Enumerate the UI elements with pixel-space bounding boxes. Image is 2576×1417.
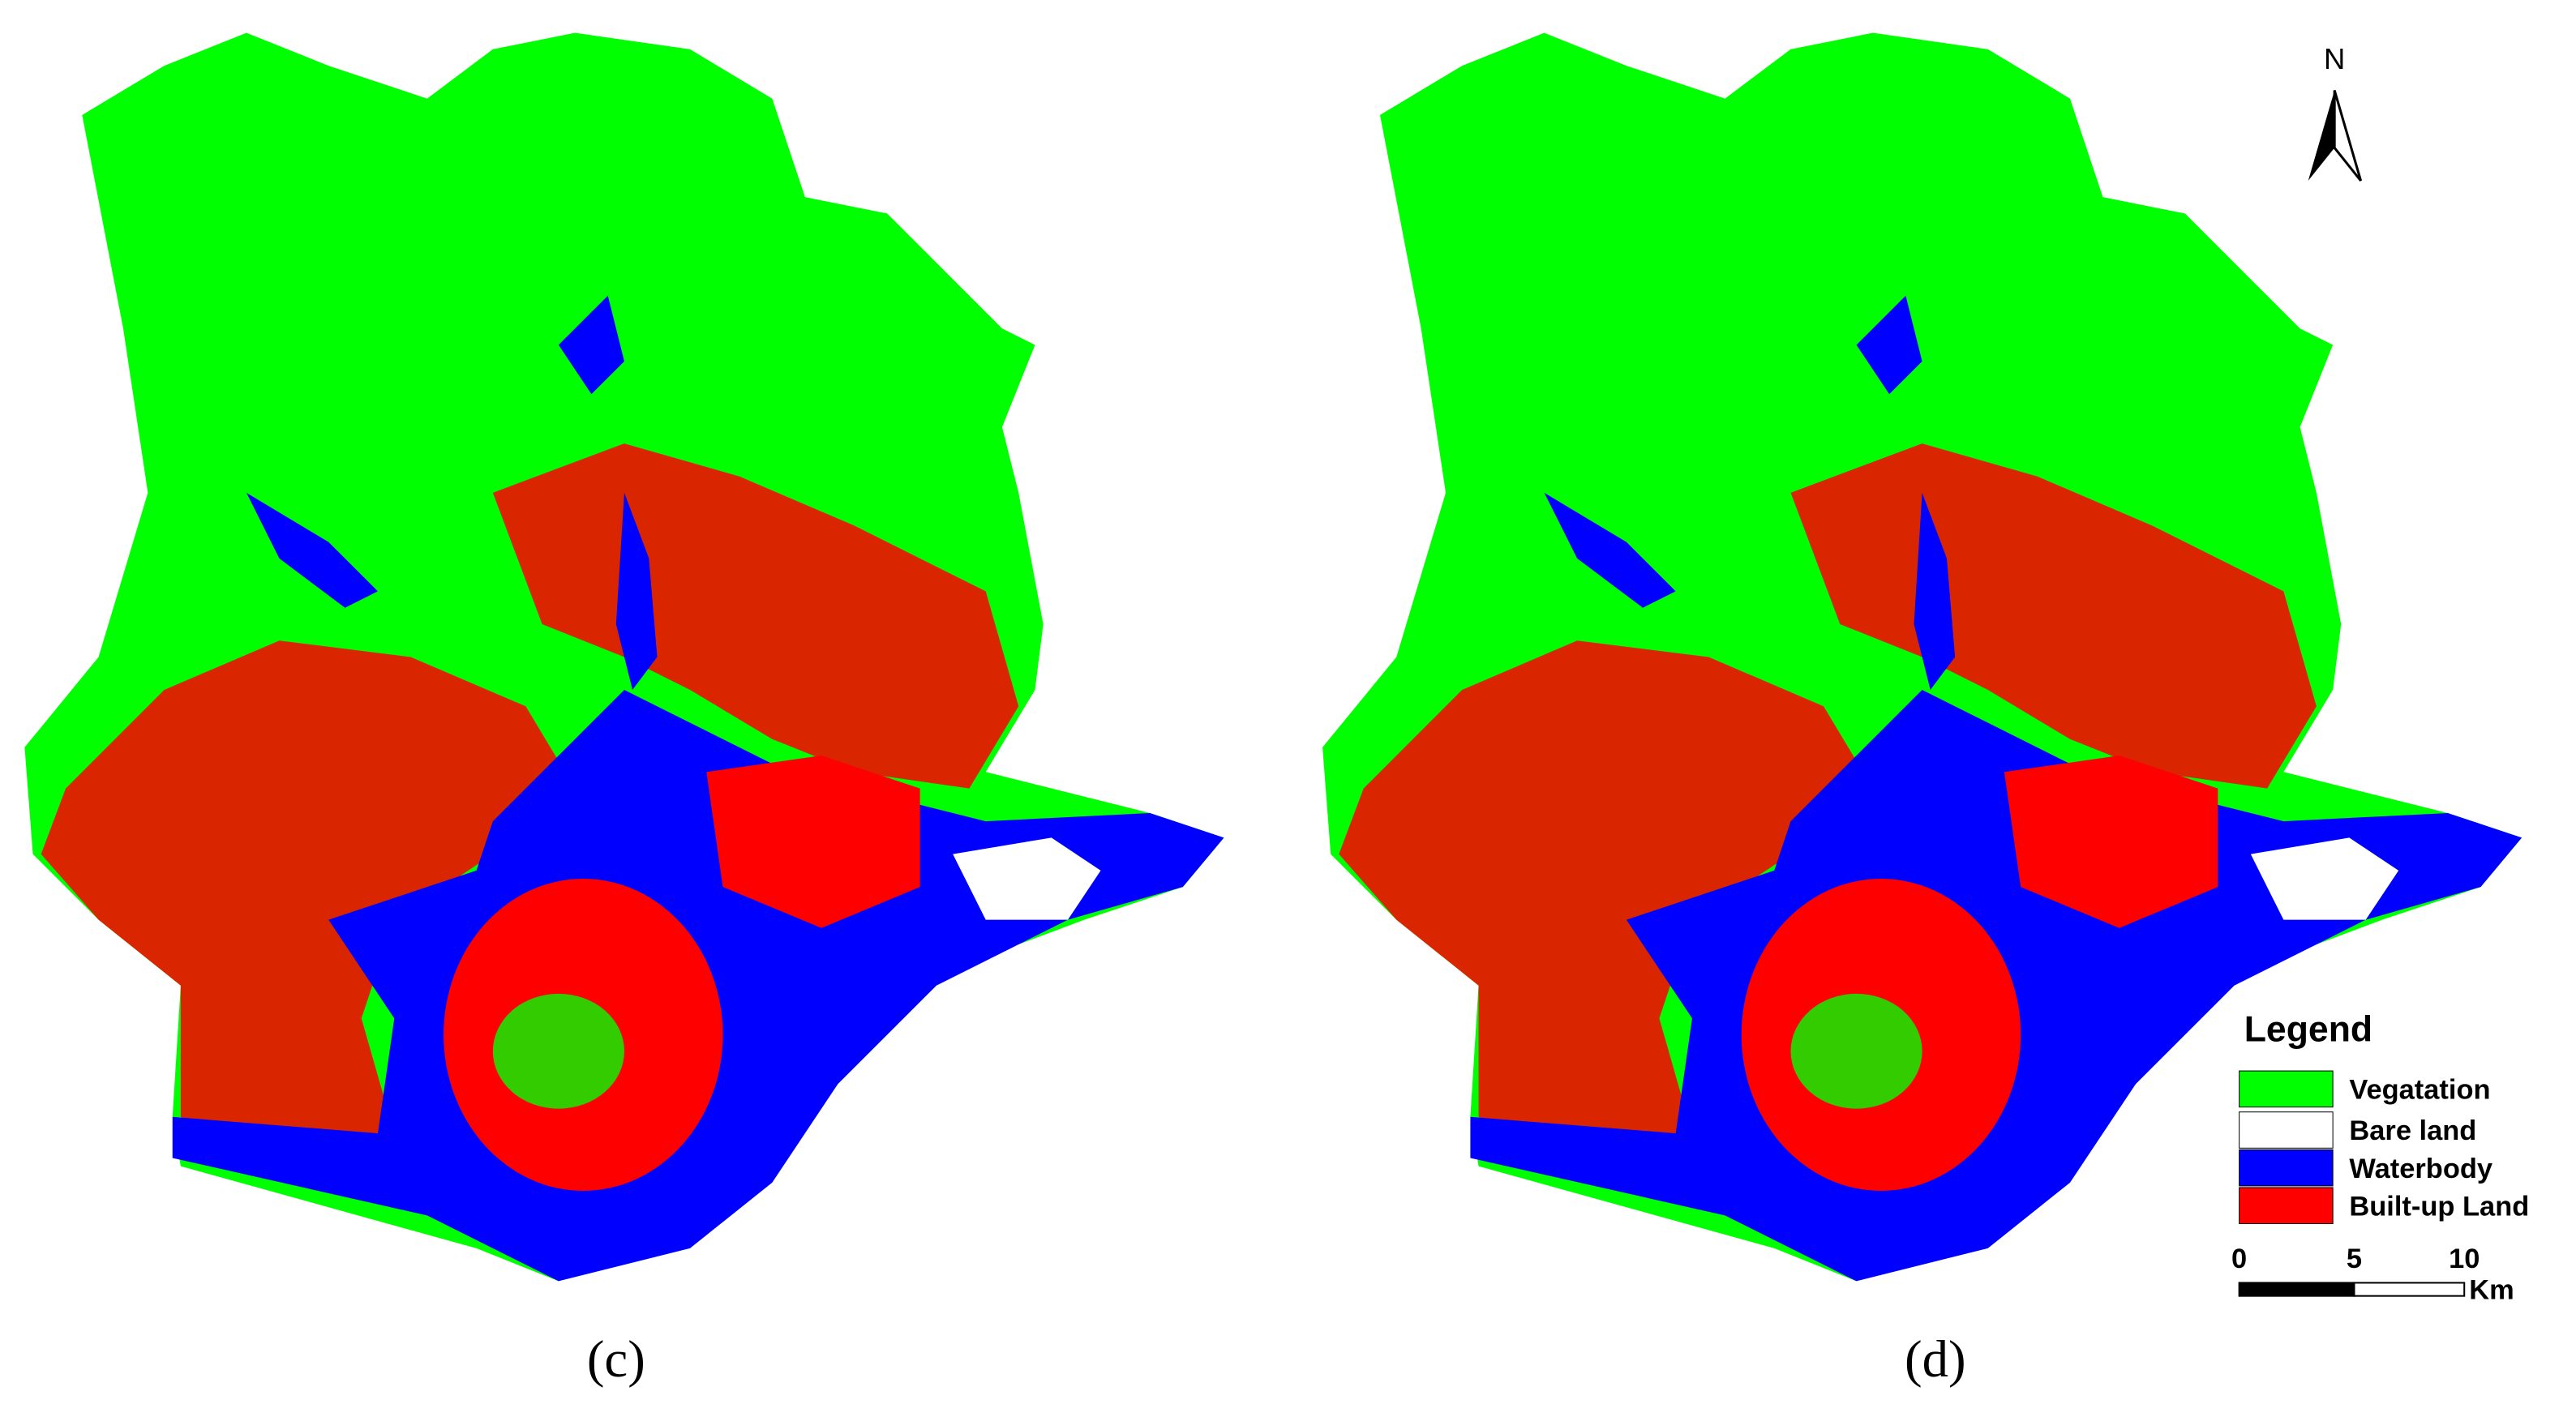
scale-segment (2353, 1282, 2466, 1297)
legend-title: Legend (2244, 1010, 2372, 1050)
legend-swatch (2239, 1111, 2334, 1149)
scale-unit: Km (2469, 1275, 2514, 1306)
legend-label: Built-up Land (2349, 1191, 2529, 1222)
panel-label: (c) (587, 1330, 645, 1389)
map-d (1322, 32, 2522, 1282)
scale-label: 0 (2231, 1244, 2247, 1274)
scale-label: 10 (2449, 1244, 2480, 1274)
legend-label: Bare land (2349, 1115, 2476, 1146)
panel-label: (d) (1905, 1330, 1966, 1389)
arrow-left (2308, 90, 2335, 181)
legend-swatch (2239, 1187, 2334, 1225)
north-label: N (2324, 42, 2345, 75)
land-cover-map (24, 32, 1224, 1282)
arrow-right (2333, 90, 2363, 182)
legend-label: Waterbody (2349, 1154, 2492, 1184)
legend-swatch (2239, 1070, 2334, 1108)
legend-swatch (2239, 1149, 2334, 1187)
north-arrow: N (2308, 42, 2363, 182)
scale-label: 5 (2347, 1244, 2362, 1274)
land-cover-map (1322, 32, 2522, 1282)
legend-label: Vegatation (2349, 1075, 2490, 1106)
scale-segment (2238, 1282, 2355, 1297)
legend: Legend Vegatation Bare land Waterbody Built… (2239, 1010, 2529, 1225)
map-c (24, 32, 1224, 1282)
